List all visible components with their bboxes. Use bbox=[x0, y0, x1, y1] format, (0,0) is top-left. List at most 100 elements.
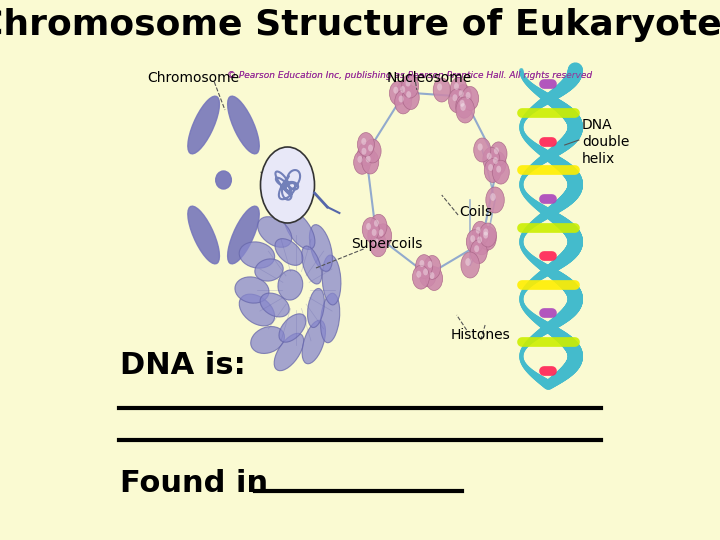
Circle shape bbox=[492, 160, 509, 184]
Ellipse shape bbox=[258, 217, 292, 247]
Ellipse shape bbox=[302, 246, 322, 284]
Circle shape bbox=[261, 147, 315, 223]
Ellipse shape bbox=[251, 327, 284, 354]
Ellipse shape bbox=[255, 259, 283, 281]
Circle shape bbox=[393, 87, 398, 94]
Circle shape bbox=[433, 78, 450, 102]
Circle shape bbox=[416, 271, 421, 278]
Ellipse shape bbox=[188, 96, 220, 154]
Circle shape bbox=[370, 233, 387, 256]
Circle shape bbox=[490, 142, 507, 166]
Circle shape bbox=[483, 228, 488, 235]
Circle shape bbox=[465, 258, 471, 266]
Circle shape bbox=[402, 86, 419, 110]
Ellipse shape bbox=[302, 320, 325, 364]
Circle shape bbox=[413, 265, 429, 289]
Circle shape bbox=[379, 229, 384, 236]
Ellipse shape bbox=[235, 277, 269, 303]
Circle shape bbox=[406, 91, 411, 98]
Circle shape bbox=[358, 143, 374, 166]
Circle shape bbox=[474, 245, 479, 252]
Text: © Pearson Education Inc, publishing as Pearson Prentice Hall. All rights reserve: © Pearson Education Inc, publishing as P… bbox=[228, 71, 593, 80]
Ellipse shape bbox=[216, 171, 231, 189]
Circle shape bbox=[455, 85, 472, 109]
Ellipse shape bbox=[260, 293, 289, 317]
Circle shape bbox=[470, 240, 487, 264]
Circle shape bbox=[362, 218, 379, 241]
Circle shape bbox=[423, 268, 428, 275]
Circle shape bbox=[488, 164, 493, 171]
Ellipse shape bbox=[284, 211, 315, 249]
Circle shape bbox=[456, 94, 473, 118]
Ellipse shape bbox=[274, 333, 304, 370]
Circle shape bbox=[390, 82, 406, 105]
Circle shape bbox=[437, 83, 442, 91]
Circle shape bbox=[459, 100, 464, 107]
Circle shape bbox=[397, 80, 413, 104]
Circle shape bbox=[483, 147, 500, 171]
Circle shape bbox=[490, 193, 495, 201]
Circle shape bbox=[366, 156, 371, 163]
Ellipse shape bbox=[279, 314, 306, 342]
Text: Nucleosome: Nucleosome bbox=[387, 71, 472, 85]
Circle shape bbox=[374, 238, 379, 245]
Ellipse shape bbox=[320, 293, 340, 343]
Circle shape bbox=[460, 103, 466, 111]
Circle shape bbox=[470, 235, 475, 242]
Circle shape bbox=[374, 220, 379, 227]
Circle shape bbox=[476, 227, 481, 234]
Text: double: double bbox=[582, 135, 629, 149]
Circle shape bbox=[459, 90, 464, 97]
Circle shape bbox=[428, 261, 433, 268]
Circle shape bbox=[395, 90, 412, 114]
Circle shape bbox=[487, 153, 492, 160]
Circle shape bbox=[480, 223, 497, 247]
Ellipse shape bbox=[278, 270, 302, 300]
Circle shape bbox=[430, 272, 434, 279]
Ellipse shape bbox=[310, 225, 333, 272]
Circle shape bbox=[461, 252, 480, 278]
Circle shape bbox=[364, 139, 381, 163]
Text: Histones: Histones bbox=[451, 328, 510, 342]
Ellipse shape bbox=[228, 206, 259, 264]
Circle shape bbox=[357, 133, 374, 157]
Circle shape bbox=[494, 147, 499, 154]
Ellipse shape bbox=[323, 255, 341, 305]
Circle shape bbox=[420, 260, 424, 267]
Circle shape bbox=[368, 145, 373, 152]
Text: helix: helix bbox=[582, 152, 615, 166]
Circle shape bbox=[483, 232, 488, 239]
Circle shape bbox=[354, 151, 371, 174]
Circle shape bbox=[449, 89, 466, 113]
Circle shape bbox=[372, 229, 377, 236]
Circle shape bbox=[477, 144, 482, 151]
Ellipse shape bbox=[188, 206, 220, 264]
Circle shape bbox=[374, 224, 392, 248]
Circle shape bbox=[462, 86, 479, 110]
Text: DNA: DNA bbox=[582, 118, 613, 132]
Text: © Pearson Education Inc, publishing as Pearson Prentice Hall. All rights reserve: © Pearson Education Inc, publishing as P… bbox=[228, 71, 593, 80]
Circle shape bbox=[467, 230, 483, 254]
Circle shape bbox=[405, 79, 410, 86]
Circle shape bbox=[426, 267, 443, 291]
Ellipse shape bbox=[228, 96, 259, 154]
Circle shape bbox=[466, 92, 471, 99]
Text: DNA is:: DNA is: bbox=[120, 350, 246, 380]
Circle shape bbox=[485, 159, 501, 183]
Circle shape bbox=[452, 94, 457, 101]
Circle shape bbox=[480, 226, 496, 250]
Circle shape bbox=[358, 156, 362, 163]
Circle shape bbox=[362, 150, 379, 174]
Ellipse shape bbox=[239, 294, 274, 326]
Circle shape bbox=[368, 224, 384, 247]
Text: Supercoils: Supercoils bbox=[351, 237, 423, 251]
Circle shape bbox=[496, 166, 501, 173]
Circle shape bbox=[493, 157, 498, 164]
Circle shape bbox=[450, 78, 467, 102]
Circle shape bbox=[419, 263, 436, 287]
Circle shape bbox=[474, 138, 491, 162]
Ellipse shape bbox=[239, 242, 274, 268]
Circle shape bbox=[472, 221, 489, 245]
Circle shape bbox=[399, 96, 403, 103]
Circle shape bbox=[424, 255, 441, 279]
